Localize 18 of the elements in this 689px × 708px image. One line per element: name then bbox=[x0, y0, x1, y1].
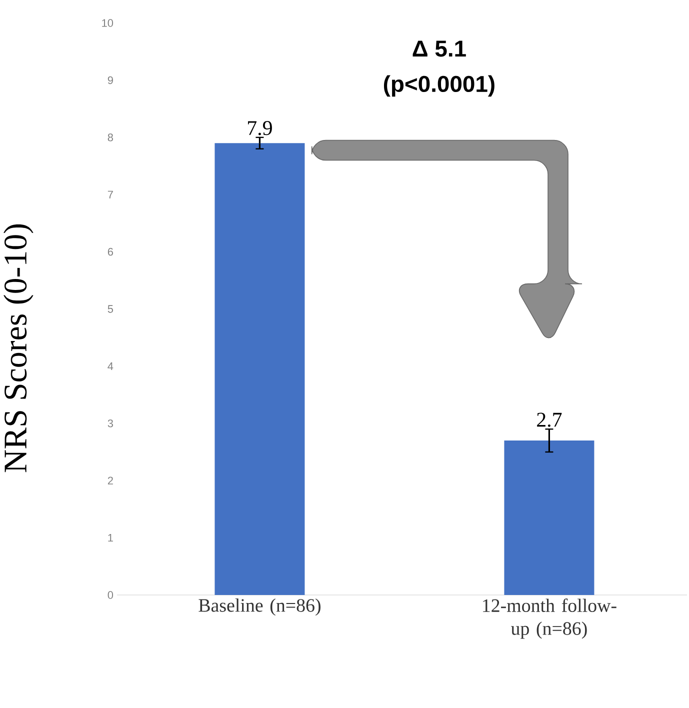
y-axis-title: NRS Scores (0-10) bbox=[4, 224, 34, 472]
x-tick-label: 12-month follow-up (n=86) bbox=[483, 598, 616, 639]
y-tick-label: 1 bbox=[108, 534, 113, 542]
y-tick-label: 0 bbox=[108, 591, 114, 599]
y-tick-label: 2 bbox=[108, 476, 113, 484]
y-tick-label: 9 bbox=[108, 76, 113, 84]
y-tick-label: 3 bbox=[108, 420, 113, 428]
annotation: Δ 5.1 bbox=[412, 40, 466, 57]
y-tick-label: 4 bbox=[108, 362, 114, 370]
y-tick-label: 7 bbox=[108, 190, 113, 198]
y-tick-label: 5 bbox=[108, 305, 114, 313]
annotation: (p<0.0001) bbox=[384, 75, 494, 97]
x-tick-label: Baseline (n=86) bbox=[198, 598, 320, 616]
y-tick-label: 6 bbox=[108, 248, 113, 256]
y-tick-label: 10 bbox=[102, 19, 114, 27]
data-label: 7.9 bbox=[248, 121, 272, 136]
y-tick-label: 8 bbox=[108, 134, 113, 142]
data-label: 2.7 bbox=[537, 412, 562, 427]
